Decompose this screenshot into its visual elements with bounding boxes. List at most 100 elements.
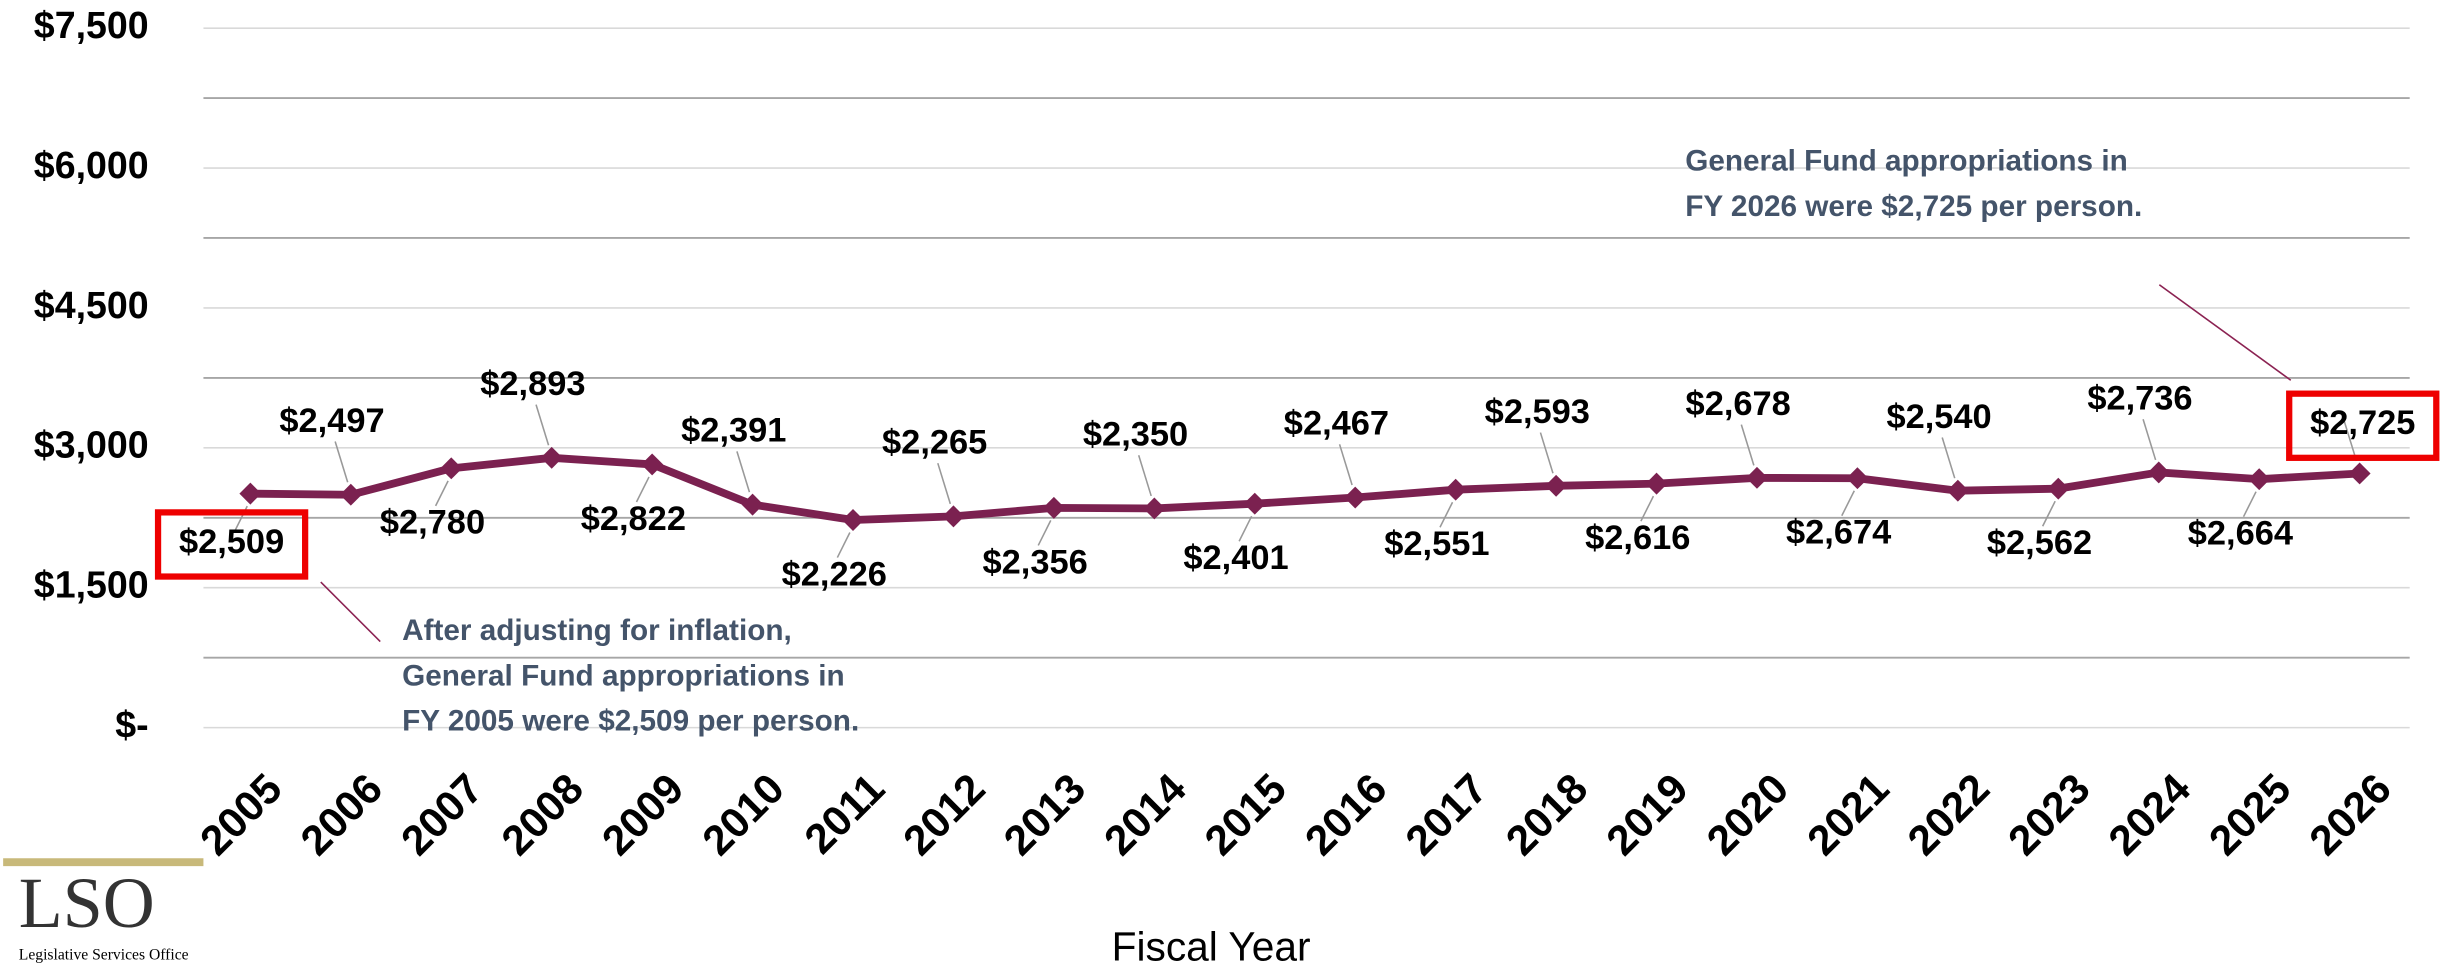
x-tick-label: 2012 [894,764,994,864]
value-label: $2,736 [2087,380,2192,418]
y-tick-label: $- [115,704,148,746]
x-axis-label: Fiscal Year [1112,924,1311,967]
leader-line [535,404,550,446]
x-tick-label: 2005 [191,764,291,864]
leader-line [2041,500,2056,527]
value-label: $2,226 [782,555,887,593]
annotation: General Fund appropriations in [402,659,845,692]
marker [1344,486,1367,509]
value-label: $2,391 [681,412,786,450]
y-tick-label: $1,500 [34,564,149,606]
leader-line [1137,455,1152,497]
logo-subtitle: Legislative Services Office [19,947,189,964]
value-label: $2,509 [179,523,284,561]
x-tick-label: 2023 [1999,764,2099,864]
marker [741,493,764,516]
y-tick-label: $3,000 [34,424,149,466]
marker [1143,497,1166,520]
value-label: $2,562 [1987,524,2092,562]
marker [440,457,463,480]
marker [339,483,362,506]
annotation: FY 2026 were $2,725 per person. [1685,190,2142,223]
x-tick-label: 2018 [1497,764,1597,864]
leader-line [1740,424,1755,466]
marker [1645,472,1668,495]
x-tick-label: 2024 [2099,764,2199,864]
leader-line [1640,495,1655,522]
value-label: $2,497 [279,402,384,440]
x-tick-label: 2013 [995,764,1095,864]
x-tick-label: 2010 [693,764,793,864]
marker [1444,478,1467,501]
value-label: $2,593 [1485,393,1590,431]
x-tick-label: 2020 [1698,764,1798,864]
data-line [250,453,2360,524]
leader-line [1841,490,1855,517]
annotation: FY 2005 were $2,509 per person. [402,705,859,738]
value-label: $2,401 [1183,539,1288,577]
marker [1746,466,1768,489]
annotation: After adjusting for inflation, [402,614,792,647]
y-tick-label: $7,500 [34,4,149,46]
leader-line [1941,437,1956,479]
leader-line [1238,515,1253,542]
value-label: $2,540 [1886,398,1991,436]
marker [641,453,664,476]
value-label: $2,664 [2188,515,2293,553]
value-label: $2,780 [380,504,485,542]
value-label: $2,725 [2310,404,2415,442]
callout-line [320,581,381,643]
leader-line [1037,520,1052,546]
leader-line [836,532,851,558]
x-tick-label: 2021 [1798,764,1898,864]
annotation: General Fund appropriations in [1685,145,2128,178]
marker [2047,477,2070,500]
x-tick-label: 2011 [795,764,893,862]
y-tick-label: $6,000 [34,144,149,186]
highlight-box [2286,390,2440,461]
x-tick-label: 2017 [1396,764,1496,864]
value-label: $2,467 [1284,405,1389,443]
leader-line [434,480,449,507]
marker [1042,496,1065,519]
x-tick-label: 2026 [2300,764,2400,864]
x-tick-label: 2022 [1899,764,1999,864]
callout-line [2158,284,2292,381]
leader-line [2343,420,2358,462]
x-tick-label: 2006 [292,764,392,864]
marker [2248,468,2271,491]
value-label: $2,356 [982,543,1087,581]
leader-line [1539,432,1554,474]
marker [239,482,262,505]
x-tick-label: 2025 [2200,764,2300,864]
marker [1946,479,1969,502]
leader-line [1338,444,1353,486]
value-label: $2,616 [1585,519,1690,557]
marker [2147,461,2170,484]
x-tick-label: 2007 [392,764,492,864]
x-tick-label: 2009 [593,764,693,864]
value-label: $2,893 [480,365,585,403]
value-label: $2,551 [1384,525,1489,563]
logo: LSO [19,863,155,943]
marker [1545,474,1568,497]
leader-line [736,451,751,493]
marker [942,505,965,528]
value-label: $2,678 [1686,385,1791,423]
leader-line [334,441,349,483]
x-tick-label: 2008 [492,764,592,864]
x-tick-label: 2014 [1095,764,1195,864]
leader-line [2142,419,2157,461]
leader-line [2242,491,2257,518]
x-tick-label: 2015 [1195,764,1295,864]
marker [1846,467,1869,490]
marker [1243,492,1266,515]
marker [2348,462,2371,485]
value-label: $2,674 [1786,514,1891,552]
leader-line [635,476,650,503]
x-tick-label: 2016 [1296,764,1396,864]
highlight-box [154,509,309,580]
value-label: $2,350 [1083,416,1188,454]
leader-line [1439,501,1454,528]
